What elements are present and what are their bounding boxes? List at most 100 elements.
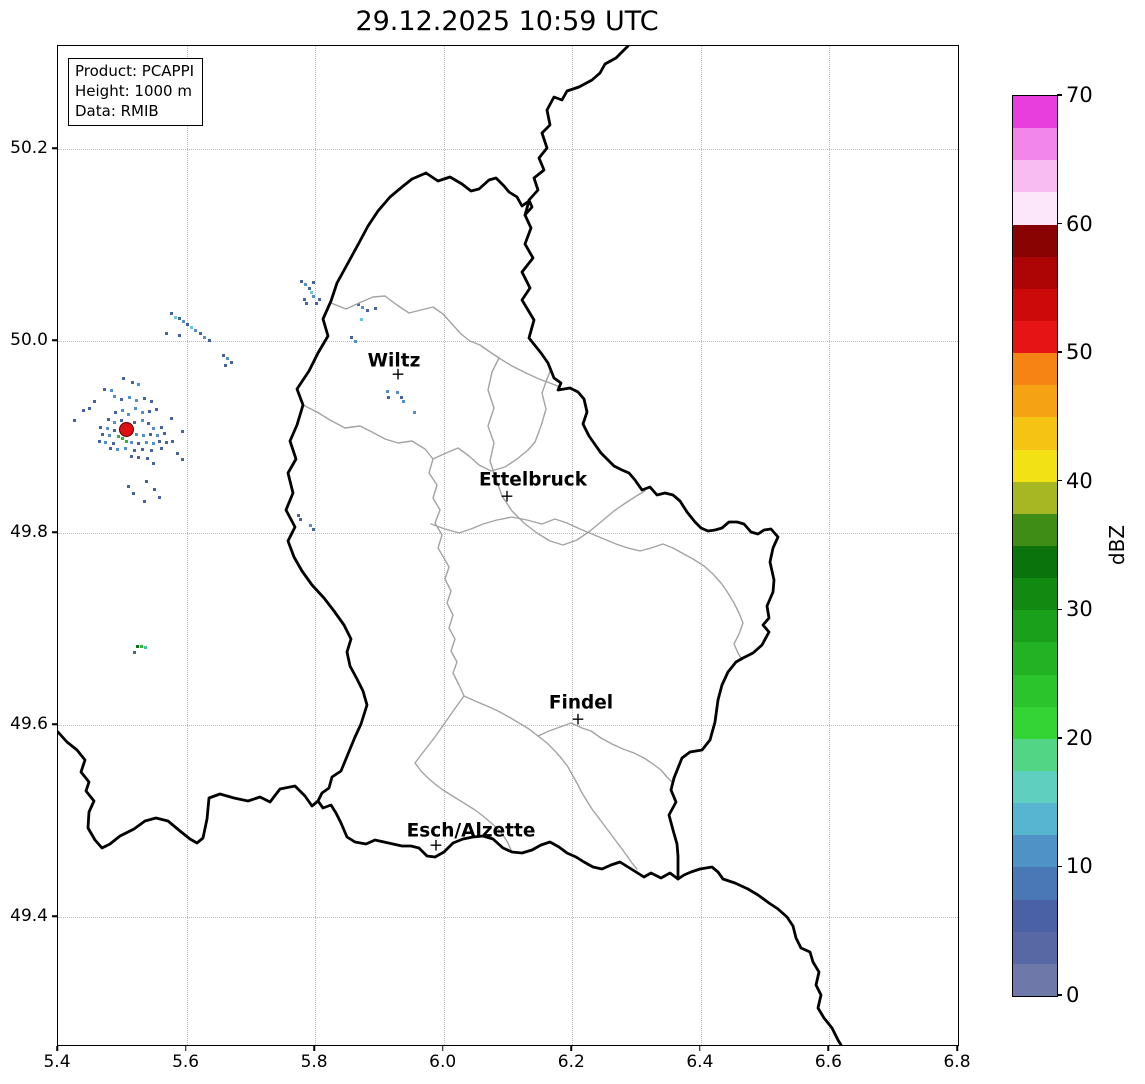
radar-echo-pixel [99,426,102,429]
radar-echo-pixel [170,417,173,420]
country-border-path [284,171,780,881]
radar-echo-pixel [145,480,148,483]
city-label: Esch/Alzette [406,820,536,842]
radar-echo-pixel [142,434,145,437]
country-border-path [58,730,320,850]
radar-echo-pixel [125,440,128,443]
radar-echo-pixel [137,456,140,459]
radar-echo-pixel [106,427,109,430]
colorbar-tick-mark [1057,994,1062,996]
colorbar-band [1013,931,1057,964]
radar-echo-pixel [133,651,136,654]
radar-echo-pixel [158,440,161,443]
radar-echo-pixel [181,430,184,433]
y-gridline [58,533,958,534]
radar-echo-pixel [176,452,179,455]
region-border-path [432,368,552,472]
radar-echo-pixel [136,645,139,648]
radar-echo-pixel [174,316,177,319]
x-tick-label: 6.0 [429,1052,457,1072]
radar-echo-pixel [312,295,315,298]
colorbar-band [1013,192,1057,225]
radar-echo-pixel [128,396,131,399]
colorbar-band [1013,899,1057,932]
colorbar-band [1013,128,1057,161]
colorbar-band [1013,803,1057,836]
y-tick-label: 49.8 [10,522,48,542]
region-border-path [463,695,638,870]
radar-echo-pixel [131,381,134,384]
colorbar-tick-mark [1057,351,1062,353]
radar-echo-pixel [147,422,150,425]
city-plus-marker: + [390,364,406,385]
product-info-line: Product: PCAPPI [75,62,195,80]
colorbar-band [1013,353,1057,386]
radar-echo-pixel [160,447,163,450]
colorbar-band [1013,288,1057,321]
radar-echo-pixel [113,429,116,432]
y-tick-label: 50.2 [10,138,48,158]
height-info-line: Height: 1000 m [75,81,192,100]
radar-echo-pixel [413,411,416,414]
radar-echo-pixel [182,320,185,323]
radar-echo-pixel [165,441,168,444]
y-tick-label: 49.6 [10,714,48,734]
radar-echo-pixel [361,306,364,309]
radar-echo-pixel [190,326,193,329]
radar-echo-pixel [199,332,202,335]
y-gridline [58,149,958,150]
radar-echo-pixel [203,336,206,339]
country-border-path [676,865,843,1045]
radar-echo-pixel [73,419,76,422]
radar-echo-pixel [396,391,399,394]
radar-echo-pixel [158,496,161,499]
radar-echo-pixel [402,400,405,403]
x-gridline [572,46,574,1045]
y-tick-mark [52,531,57,533]
colorbar-band [1013,320,1057,354]
radar-echo-pixel [112,442,115,445]
radar-echo-pixel [230,361,233,364]
figure-title: 29.12.2025 10:59 UTC [355,6,659,37]
colorbar-tick-mark [1057,222,1062,225]
colorbar-band [1013,578,1057,611]
radar-echo-pixel [113,421,116,424]
radar-echo-pixel [98,440,101,443]
radar-echo-pixel [133,421,136,424]
y-tick-mark [52,147,57,149]
radar-echo-pixel [386,390,389,393]
city-plus-marker: + [428,835,444,856]
colorbar-band [1013,610,1057,643]
radar-echo-pixel [297,514,300,517]
radar-echo-pixel [160,426,163,429]
radar-echo-pixel [178,317,181,320]
radar-echo-pixel [226,357,229,360]
radar-echo-pixel [156,434,159,437]
radar-echo-pixel [354,340,357,343]
radar-echo-pixel [315,302,318,305]
x-tick-mark [184,1046,187,1051]
x-tick-label: 6.2 [557,1052,585,1072]
radar-echo-pixel [318,298,321,301]
radar-echo-pixel [152,462,155,465]
radar-echo-pixel [122,377,125,380]
x-tick-label: 6.8 [943,1052,971,1072]
radar-echo-pixel [109,447,112,450]
colorbar-band [1013,96,1057,129]
colorbar-tick-mark [1057,608,1062,611]
x-tick-label: 5.8 [300,1052,328,1072]
city-label: Wiltz [367,350,421,372]
x-tick-mark [699,1046,701,1051]
x-tick-mark [441,1046,444,1051]
y-gridline [58,725,958,726]
radar-echo-pixel [88,407,91,410]
radar-echo-pixel [116,448,119,451]
radar-site-dot [119,422,134,437]
x-gridline [829,46,831,1045]
colorbar-tick-mark [1057,865,1062,868]
y-tick-label: 50.0 [10,330,48,350]
radar-echo-pixel [309,524,312,527]
radar-echo-pixel [360,318,363,321]
radar-echo-pixel [171,440,174,443]
